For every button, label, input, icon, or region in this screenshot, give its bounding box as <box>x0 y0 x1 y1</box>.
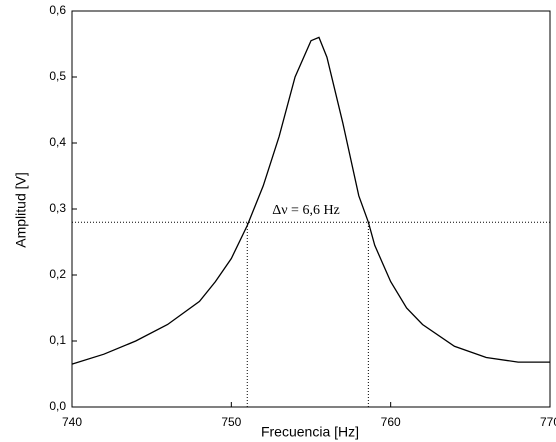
y-tick-label: 0,1 <box>49 333 66 347</box>
y-axis-label: Amplitud [V] <box>13 172 29 247</box>
x-tick-label: 740 <box>62 415 82 429</box>
x-tick-label: 770 <box>540 415 556 429</box>
y-tick-label: 0,6 <box>49 3 66 17</box>
x-tick-label: 760 <box>381 415 401 429</box>
y-tick-label: 0,3 <box>49 201 66 215</box>
line-series <box>71 36 550 365</box>
annotation: Δν = 6,6 Hz <box>272 203 340 218</box>
x-tick-label: 750 <box>221 415 241 429</box>
y-tick-label: 0,5 <box>49 69 66 83</box>
y-tick-label: 0,2 <box>49 267 66 281</box>
y-tick-label: 0,4 <box>49 135 66 149</box>
y-tick-label: 0,0 <box>49 399 66 413</box>
x-axis-label: Frecuencia [Hz] <box>261 424 359 440</box>
